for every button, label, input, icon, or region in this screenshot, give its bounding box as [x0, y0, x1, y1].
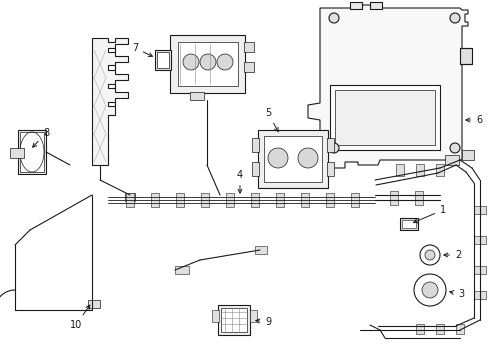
Bar: [416, 324, 424, 334]
Text: 5: 5: [265, 108, 278, 132]
Bar: [436, 324, 444, 334]
Bar: [258, 130, 328, 188]
Polygon shape: [308, 5, 468, 168]
Bar: [436, 164, 444, 176]
Text: 8: 8: [33, 128, 49, 147]
Bar: [176, 193, 184, 207]
Bar: [370, 2, 382, 9]
Bar: [10, 148, 24, 158]
Text: 6: 6: [466, 115, 482, 125]
Bar: [402, 220, 416, 228]
Bar: [330, 85, 440, 150]
Bar: [170, 35, 245, 93]
Text: 7: 7: [132, 43, 152, 57]
Bar: [221, 308, 247, 332]
Circle shape: [200, 54, 216, 70]
Bar: [244, 42, 254, 52]
Circle shape: [329, 13, 339, 23]
Bar: [416, 164, 424, 176]
Bar: [400, 218, 418, 230]
Circle shape: [268, 148, 288, 168]
Bar: [252, 138, 259, 152]
Bar: [88, 300, 100, 308]
Circle shape: [450, 143, 460, 153]
Bar: [157, 52, 169, 68]
Bar: [474, 206, 486, 214]
Bar: [462, 150, 474, 160]
Bar: [327, 138, 334, 152]
Bar: [276, 193, 284, 207]
Bar: [396, 164, 404, 176]
Circle shape: [420, 245, 440, 265]
Bar: [250, 310, 257, 322]
Bar: [460, 48, 472, 64]
Bar: [201, 193, 209, 207]
Text: 4: 4: [237, 170, 243, 193]
Bar: [18, 130, 46, 174]
Text: 10: 10: [70, 305, 90, 330]
Circle shape: [298, 148, 318, 168]
Polygon shape: [92, 38, 128, 165]
Bar: [351, 193, 359, 207]
Bar: [350, 2, 362, 9]
Bar: [255, 246, 267, 254]
Bar: [155, 50, 171, 70]
Bar: [415, 191, 423, 205]
Text: 9: 9: [256, 317, 271, 327]
Bar: [244, 62, 254, 72]
Circle shape: [450, 13, 460, 23]
Bar: [251, 193, 259, 207]
Circle shape: [422, 282, 438, 298]
Bar: [390, 191, 398, 205]
Bar: [20, 132, 44, 172]
Bar: [474, 236, 486, 244]
Bar: [301, 193, 309, 207]
Bar: [327, 162, 334, 176]
Circle shape: [217, 54, 233, 70]
Bar: [264, 136, 322, 182]
Text: 3: 3: [450, 289, 464, 299]
Bar: [335, 90, 435, 145]
Bar: [226, 193, 234, 207]
Bar: [456, 324, 464, 334]
Circle shape: [329, 143, 339, 153]
Bar: [178, 42, 238, 86]
Circle shape: [414, 274, 446, 306]
Circle shape: [183, 54, 199, 70]
Bar: [212, 310, 219, 322]
Text: 2: 2: [444, 250, 461, 260]
Bar: [125, 193, 135, 201]
Bar: [326, 193, 334, 207]
Bar: [218, 305, 250, 335]
Bar: [126, 193, 134, 207]
Text: 1: 1: [414, 205, 446, 223]
Bar: [445, 155, 459, 165]
Circle shape: [425, 250, 435, 260]
Bar: [474, 266, 486, 274]
Bar: [190, 92, 204, 100]
Bar: [175, 266, 189, 274]
Bar: [252, 162, 259, 176]
Bar: [474, 291, 486, 299]
Bar: [151, 193, 159, 207]
